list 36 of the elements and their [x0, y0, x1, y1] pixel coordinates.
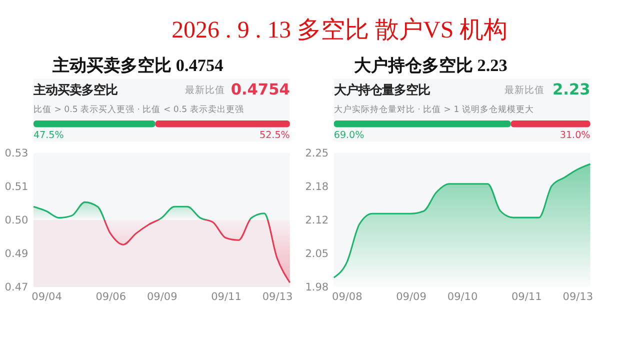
x-tick-label: 09/11: [511, 290, 542, 303]
chart-title: 大户持仓量多空比: [334, 82, 430, 97]
text: 0.4754: [230, 80, 290, 99]
text: 大户持仓多空比 2.23: [354, 56, 508, 75]
x-tick-label: 09/11: [211, 290, 242, 303]
x-tick-label: 09/09: [396, 290, 426, 303]
y-tick-label: 0.47: [4, 281, 28, 294]
text: 主动买卖多空比 0.4754: [52, 56, 224, 75]
y-tick-label: 0.49: [4, 248, 28, 260]
chart-title: 主动买卖多空比: [32, 82, 118, 97]
y-tick-label: 2.18: [305, 180, 329, 193]
y-tick-label: 2.05: [305, 248, 329, 260]
x-tick-label: 09/08: [332, 290, 362, 303]
y-tick-label: 0.50: [4, 214, 28, 226]
y-tick-label: 0.51: [4, 180, 28, 193]
data-label: 47.5%: [33, 130, 64, 141]
line-series: [32, 201, 291, 284]
x-tick-label: 09/06: [96, 290, 126, 303]
text: 最新比值: [184, 84, 225, 96]
text: 2.23: [552, 80, 590, 99]
y-tick-label: 2.25: [305, 147, 329, 160]
y-tick-label: 1.98: [305, 281, 329, 294]
y-tick-label: 2.12: [305, 214, 329, 226]
data-label: 69.0%: [334, 130, 364, 141]
data-label: 31.0%: [560, 130, 590, 141]
data-label: 52.5%: [260, 130, 290, 141]
x-tick-label: 09/13: [262, 290, 293, 303]
text: 2026 . 9 . 13 多空比 散户VS 机构: [172, 16, 508, 44]
chart-subtitle: 大户实际持仓量对比 · 比值 > 1 说明多仓规模更大: [334, 104, 534, 115]
chart-subtitle: 比值 > 0.5 表示买入更强 · 比值 < 0.5 表示卖出更强: [33, 104, 244, 115]
text: 最新比值: [504, 84, 544, 96]
x-tick-label: 09/13: [562, 290, 594, 303]
y-tick-label: 0.53: [4, 147, 28, 160]
x-tick-label: 09/04: [32, 290, 62, 303]
x-tick-label: 09/10: [447, 290, 478, 303]
x-tick-label: 09/09: [146, 290, 178, 303]
